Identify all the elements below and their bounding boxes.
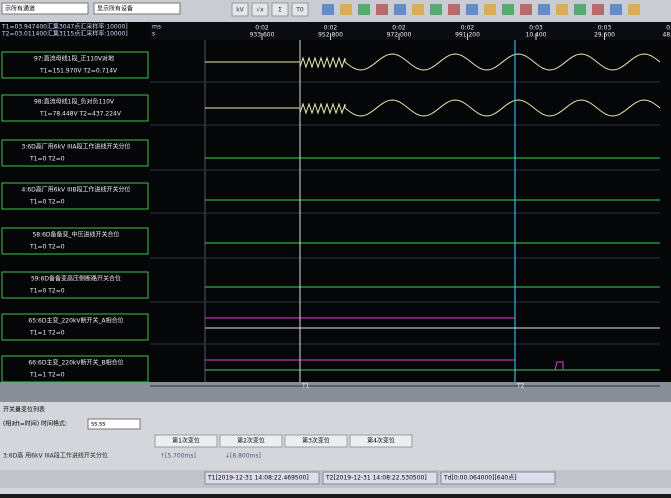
ruler-label-top: 0:02 xyxy=(461,25,475,32)
toolbar-icon[interactable] xyxy=(502,4,514,15)
column-header-text: 第4次变位 xyxy=(367,437,395,445)
status-text: Td[0:00.064000][640点] xyxy=(443,474,517,482)
ruler-label-bottom: 933.600 xyxy=(250,32,275,39)
toolbar-icon[interactable] xyxy=(592,4,604,15)
toolbar-icon[interactable] xyxy=(340,4,352,15)
toolbar-icon[interactable] xyxy=(520,4,532,15)
row-name: 3:6D高 用6kV IIIA段工作进线开关分位 xyxy=(3,452,108,460)
channel-readout: T1=0 T2=0 xyxy=(29,244,65,251)
ruler-label-bottom: 10.400 xyxy=(526,32,547,39)
row-cell: ↑[5.700ms] xyxy=(160,453,196,460)
toolbar-icon[interactable] xyxy=(466,4,478,15)
toolbar-icon[interactable] xyxy=(394,4,406,15)
toolbar-icon[interactable] xyxy=(358,4,370,15)
info-line: T2=03.011400汇集3115点汇采样率:10000] xyxy=(1,30,128,38)
channel-readout: T1=0 T2=0 xyxy=(29,156,65,163)
channel-name: 59:6D备备变高压侧断路开关合位 xyxy=(31,275,121,283)
toolbar-icon[interactable] xyxy=(610,4,622,15)
filter-text: 示所有通道 xyxy=(5,5,35,13)
status-text: T2[2019-12-31 14:08:22.530500] xyxy=(325,475,427,482)
channel-name: 4:6D高厂用6kV IIIB段工作进线开关分位 xyxy=(21,186,130,194)
column-header-text: 第2次变位 xyxy=(237,437,265,445)
channel-name: 97:直流母线1段_正110V对地 xyxy=(34,55,114,63)
status-text: T1[2019-12-31 14:08:22.469500] xyxy=(207,475,309,482)
cursor-label: T1 xyxy=(301,383,310,390)
ruler-label-top: 0:02 xyxy=(392,25,406,32)
channel-readout: T1=1 T2=0 xyxy=(29,330,65,337)
ruler-label-bottom: 991.200 xyxy=(455,32,480,39)
channel-readout: T1=0 T2=0 xyxy=(29,288,65,295)
ruler-unit: s xyxy=(152,31,155,38)
ruler-label-top: 0:02 xyxy=(255,25,269,32)
channel-name: 3:6D高厂用6kV IIIA段工作进线开关分位 xyxy=(22,143,131,151)
toolbar-icon[interactable] xyxy=(376,4,388,15)
channel-name: 65:6D主变_220kV断开关_A相合位 xyxy=(28,317,123,325)
toolbar-button-label[interactable]: T0 xyxy=(295,7,304,14)
ruler-label-bottom: 48.800 xyxy=(663,32,671,39)
ruler-label-top: 0:03 xyxy=(529,25,543,32)
ruler-unit: ms xyxy=(152,24,161,31)
ruler-label-bottom: 972.000 xyxy=(387,32,412,39)
channel-readout: T1=0 T2=0 xyxy=(29,199,65,206)
toolbar-button-label[interactable]: kV xyxy=(236,7,244,14)
column-header-text: 第1次变位 xyxy=(172,437,200,445)
channel-name: 98:直流母线1段_负对负110V xyxy=(34,98,115,106)
channel-name: 58:6D备备变_中压进线开关合位 xyxy=(32,231,119,239)
toolbar-icon[interactable] xyxy=(430,4,442,15)
format-value: ss.ss xyxy=(91,421,105,428)
channel-readout: T1=151.970V T2=0.714V xyxy=(39,68,118,75)
row-cell: ↓[8.800ms] xyxy=(225,453,261,460)
ruler-label-top: 0:03 xyxy=(666,25,671,32)
info-line: T1=03.947400汇集3047点汇采样率:10000] xyxy=(1,23,128,31)
toolbar-icon[interactable] xyxy=(322,4,334,15)
format-label: (相对t=时间) 时间格式: xyxy=(3,420,67,428)
toolbar-button-label[interactable]: Σ xyxy=(278,7,282,14)
filter-text: 显示所有设备 xyxy=(97,5,133,13)
toolbar-icon[interactable] xyxy=(628,4,640,15)
toolbar-icon[interactable] xyxy=(448,4,460,15)
cursor-label: T2 xyxy=(516,383,525,390)
ruler-label-top: 0:02 xyxy=(324,25,338,32)
toolbar-icon[interactable] xyxy=(556,4,568,15)
panel-title: 开关量变位列表 xyxy=(3,406,45,414)
toolbar-icon[interactable] xyxy=(412,4,424,15)
toolbar-icon[interactable] xyxy=(484,4,496,15)
toolbar-button-label[interactable]: √x xyxy=(256,7,264,14)
column-header-text: 第3次变位 xyxy=(302,437,330,445)
channel-readout: T1=1 T2=0 xyxy=(29,372,65,379)
channel-readout: T1=78.448V T2=437.224V xyxy=(39,111,122,118)
channel-name: 66:6D主变_220kV断开关_B相合位 xyxy=(28,359,123,367)
scroll-area xyxy=(0,382,671,402)
ruler-label-top: 0:03 xyxy=(598,25,612,32)
ruler-label-bottom: 29.600 xyxy=(594,32,615,39)
toolbar-icon[interactable] xyxy=(538,4,550,15)
toolbar-icon[interactable] xyxy=(574,4,586,15)
ruler-label-bottom: 952.800 xyxy=(318,32,343,39)
